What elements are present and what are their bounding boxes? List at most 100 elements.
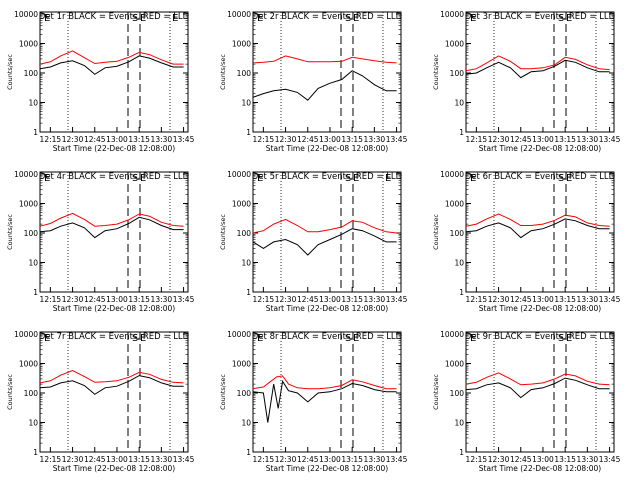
chart-title: Det 8r BLACK = Events, RED = LLD (252, 332, 403, 342)
y-tick-label: 1000 (19, 200, 38, 209)
y-tick-label: 100 (237, 229, 252, 238)
y-tick-label: 1 (33, 128, 38, 137)
y-tick-label: 10 (454, 259, 464, 268)
x-tick-label: 12:30 (275, 295, 297, 304)
lld-series-line (39, 369, 184, 384)
x-tick-label: 12:15 (40, 135, 62, 144)
x-tick-label: 13:30 (577, 455, 599, 464)
x-tick-label: 12:45 (84, 295, 106, 304)
y-tick-label: 10 (241, 259, 251, 268)
y-axis-label: Counts/sec (432, 374, 440, 410)
x-tick-label: 13:30 (364, 135, 386, 144)
plot-frame (465, 171, 615, 293)
chart-title: Det 4r BLACK = Events, RED = LLD (39, 172, 190, 182)
y-tick-label: 100 (24, 69, 39, 78)
x-tick-label: 13:00 (106, 295, 128, 304)
y-tick-label: 1000 (19, 40, 38, 49)
y-tick-label: 10000 (227, 10, 251, 19)
x-tick-label: 13:00 (106, 135, 128, 144)
event-marker-label: E (140, 333, 146, 344)
events-series-line (39, 55, 184, 75)
x-axis-label: Start Time (22-Dec-08 12:08:00) (53, 304, 175, 313)
y-tick-label: 10 (28, 259, 38, 268)
event-marker-label: S (345, 13, 351, 24)
x-tick-label: 12:45 (297, 455, 319, 464)
y-tick-label: 10000 (14, 170, 38, 179)
x-tick-label: 12:15 (253, 295, 275, 304)
y-tick-label: 1000 (445, 200, 464, 209)
y-tick-label: 1 (33, 288, 38, 297)
x-tick-label: 12:30 (488, 295, 510, 304)
x-tick-label: 12:15 (40, 455, 62, 464)
x-tick-label: 13:00 (319, 455, 341, 464)
x-tick-label: 13:15 (128, 455, 150, 464)
y-axis-label: Counts/sec (6, 214, 14, 250)
x-tick-label: 13:15 (554, 295, 576, 304)
y-tick-label: 10 (454, 99, 464, 108)
y-tick-label: 10000 (227, 330, 251, 339)
x-tick-label: 12:30 (62, 295, 84, 304)
y-axis-label: Counts/sec (219, 214, 227, 250)
plot-frame (39, 171, 189, 293)
events-series-line (252, 70, 397, 101)
lld-series-line (465, 213, 610, 227)
x-axis-label: Start Time (22-Dec-08 12:08:00) (53, 144, 175, 153)
x-axis-label: Start Time (22-Dec-08 12:08:00) (479, 304, 601, 313)
y-tick-label: 10000 (14, 330, 38, 339)
x-axis-label: Start Time (22-Dec-08 12:08:00) (266, 304, 388, 313)
y-tick-label: 1 (246, 288, 251, 297)
chart-title: Det 1r BLACK = Events, RED = LLD (39, 12, 190, 22)
x-tick-label: 13:30 (364, 295, 386, 304)
y-axis-label: Counts/sec (219, 374, 227, 410)
y-tick-label: 1000 (445, 40, 464, 49)
x-tick-label: 12:30 (488, 135, 510, 144)
plot-frame (39, 331, 189, 453)
x-tick-label: 12:30 (275, 135, 297, 144)
event-marker-label: S (132, 13, 138, 24)
y-axis-label: Counts/sec (219, 54, 227, 90)
y-tick-label: 1000 (232, 360, 251, 369)
x-axis-label: Start Time (22-Dec-08 12:08:00) (266, 464, 388, 473)
lld-series-line (39, 50, 184, 65)
y-tick-label: 100 (24, 389, 39, 398)
y-axis-label: Counts/sec (6, 54, 14, 90)
x-tick-label: 13:45 (599, 135, 621, 144)
lld-series-line (39, 212, 184, 227)
y-tick-label: 10 (241, 419, 251, 428)
event-marker-label: E (257, 333, 263, 344)
x-tick-label: 13:45 (386, 135, 408, 144)
x-tick-label: 13:30 (577, 135, 599, 144)
y-axis-label: Counts/sec (432, 214, 440, 250)
plot-frame (252, 11, 402, 133)
x-tick-label: 13:00 (532, 455, 554, 464)
x-tick-label: 13:00 (319, 295, 341, 304)
y-tick-label: 100 (24, 229, 39, 238)
x-tick-label: 13:30 (151, 455, 173, 464)
x-tick-label: 13:15 (128, 135, 150, 144)
x-tick-label: 12:45 (510, 455, 532, 464)
y-tick-label: 100 (450, 229, 465, 238)
x-tick-label: 12:45 (297, 135, 319, 144)
x-axis-label: Start Time (22-Dec-08 12:08:00) (479, 144, 601, 153)
event-marker-label: S (132, 173, 138, 184)
y-tick-label: 1000 (19, 360, 38, 369)
events-series-line (252, 228, 397, 256)
y-tick-label: 10000 (227, 170, 251, 179)
y-tick-label: 1 (246, 448, 251, 457)
x-tick-label: 12:30 (62, 455, 84, 464)
event-marker-label: S (345, 173, 351, 184)
x-tick-label: 13:45 (599, 455, 621, 464)
x-tick-label: 12:15 (253, 135, 275, 144)
y-tick-label: 10000 (440, 330, 464, 339)
x-tick-label: 13:15 (128, 295, 150, 304)
y-tick-label: 1 (459, 448, 464, 457)
x-tick-label: 12:45 (84, 455, 106, 464)
x-tick-label: 12:45 (297, 295, 319, 304)
y-tick-label: 100 (237, 389, 252, 398)
y-tick-label: 1000 (232, 200, 251, 209)
y-tick-label: 10 (241, 99, 251, 108)
x-axis-label: Start Time (22-Dec-08 12:08:00) (479, 464, 601, 473)
plot-frame (465, 331, 615, 453)
